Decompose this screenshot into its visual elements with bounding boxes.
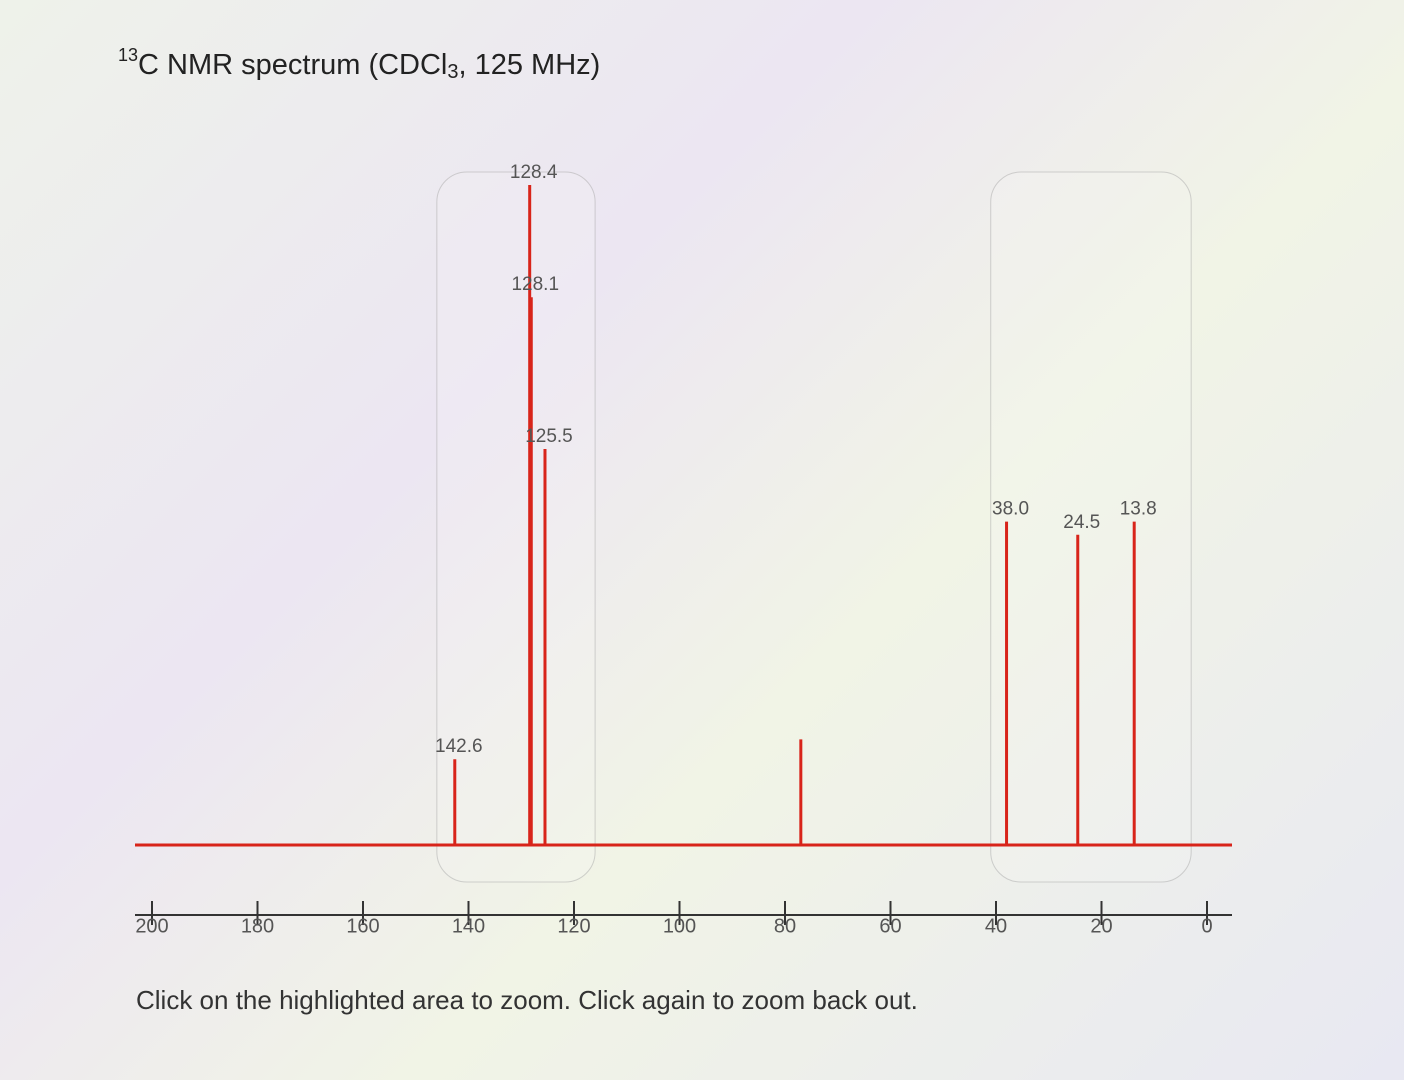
x-tick-label: 0: [1201, 915, 1212, 937]
x-tick-label: 100: [663, 915, 696, 937]
x-tick-label: 160: [346, 915, 379, 937]
peak-label: 13.8: [1120, 499, 1157, 520]
instruction: Click on the highlighted area to zoom. C…: [136, 985, 918, 1015]
x-tick-label: 20: [1090, 915, 1112, 937]
title-main: C NMR spectrum (CDCl: [138, 49, 447, 81]
zoom-region[interactable]: [436, 171, 596, 883]
x-tick-label: 140: [452, 915, 485, 937]
peak-label: 128.4: [510, 162, 558, 183]
title-subscript: 3: [447, 61, 458, 83]
peak-label: 125.5: [525, 426, 573, 447]
peak-label: 128.1: [511, 274, 559, 295]
zoom-region[interactable]: [990, 171, 1192, 883]
peak-label: 38.0: [992, 499, 1029, 520]
title-rest: , 125 MHz): [459, 49, 601, 81]
peak-label: 24.5: [1063, 512, 1100, 533]
x-tick-label: 80: [774, 915, 796, 937]
peak-label: 142.6: [435, 736, 483, 757]
x-tick-label: 120: [557, 915, 590, 937]
x-tick-label: 180: [241, 915, 274, 937]
chart-title: 13C NMR spectrum (CDCl3, 125 MHz): [118, 45, 600, 84]
x-tick-label: 60: [879, 915, 901, 937]
title-superscript: 13: [118, 45, 138, 65]
x-tick-label: 40: [985, 915, 1007, 937]
x-tick-label: 200: [135, 915, 168, 937]
